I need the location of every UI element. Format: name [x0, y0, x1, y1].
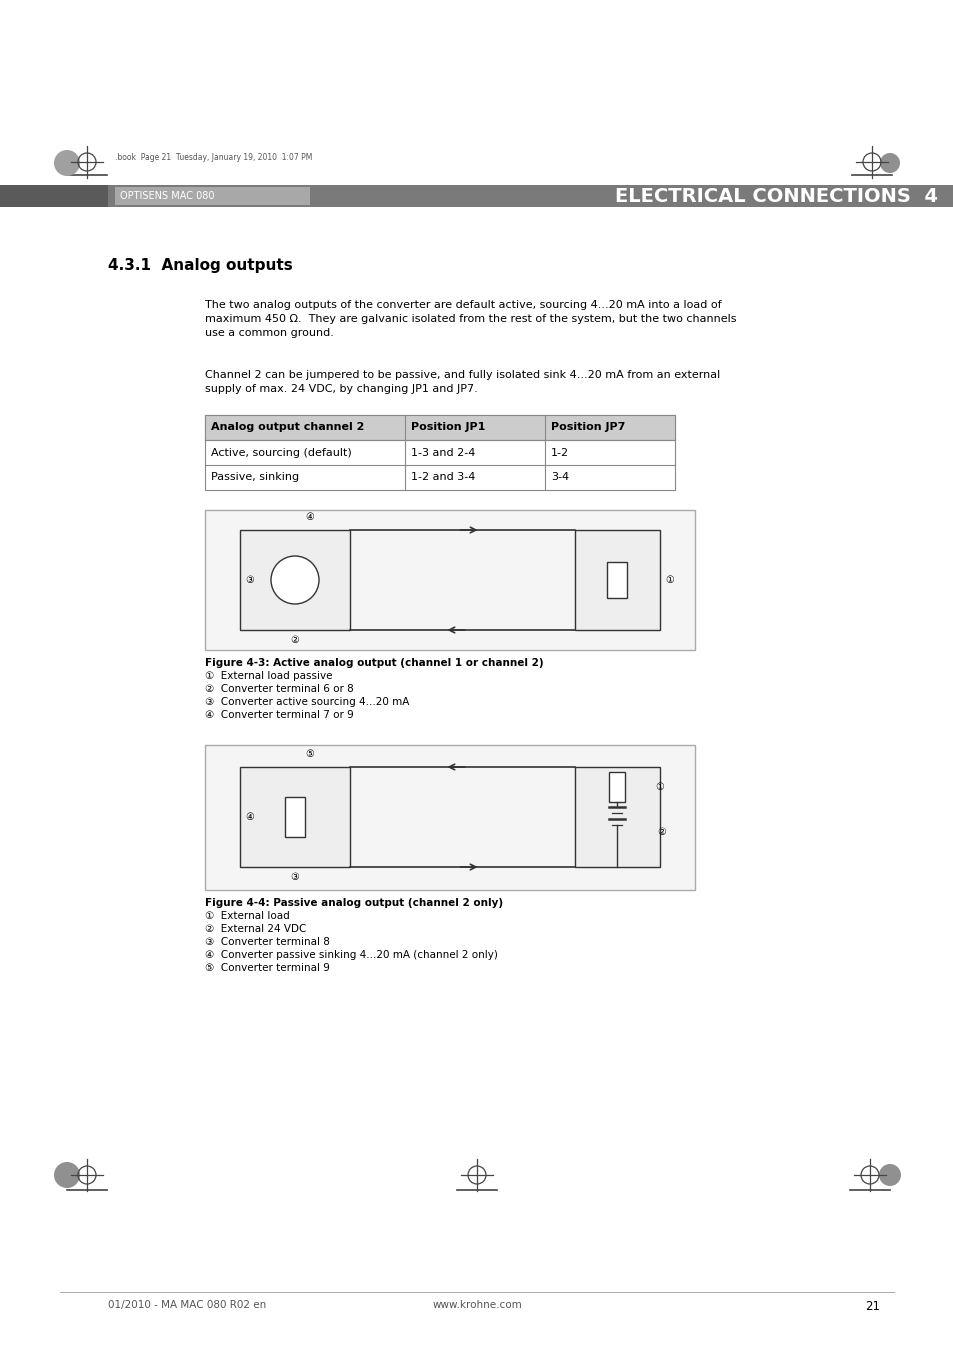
Text: ②: ② [657, 828, 665, 837]
Text: Figure 4-4: Passive analog output (channel 2 only): Figure 4-4: Passive analog output (chann… [205, 898, 502, 909]
Text: ④: ④ [245, 811, 253, 822]
Text: ELECTRICAL CONNECTIONS  4: ELECTRICAL CONNECTIONS 4 [615, 186, 937, 205]
Circle shape [54, 150, 80, 176]
Circle shape [879, 153, 899, 173]
Text: www.krohne.com: www.krohne.com [432, 1300, 521, 1310]
Circle shape [271, 556, 318, 603]
Text: ③  Converter active sourcing 4...20 mA: ③ Converter active sourcing 4...20 mA [205, 697, 409, 707]
Text: ①  External load passive: ① External load passive [205, 671, 333, 680]
Text: ②  External 24 VDC: ② External 24 VDC [205, 923, 306, 934]
Text: 1-2: 1-2 [551, 447, 569, 458]
Text: Channel 2 can be jumpered to be passive, and fully isolated sink 4...20 mA from : Channel 2 can be jumpered to be passive,… [205, 370, 720, 379]
Text: Figure 4-3: Active analog output (channel 1 or channel 2): Figure 4-3: Active analog output (channe… [205, 657, 543, 668]
Text: supply of max. 24 VDC, by changing JP1 and JP7.: supply of max. 24 VDC, by changing JP1 a… [205, 383, 477, 394]
Text: ④  Converter terminal 7 or 9: ④ Converter terminal 7 or 9 [205, 710, 354, 720]
Text: 21: 21 [864, 1300, 879, 1314]
Text: ④: ④ [305, 512, 314, 522]
Bar [575, 767, 659, 867]
Circle shape [54, 1162, 80, 1188]
Text: 4.3.1  Analog outputs: 4.3.1 Analog outputs [108, 258, 293, 273]
Text: OPTISENS MAC 080: OPTISENS MAC 080 [120, 190, 214, 201]
Text: ①: ① [664, 575, 673, 585]
Bar [108, 185, 953, 207]
Text: Position JP1: Position JP1 [411, 423, 485, 432]
Text: 01/2010 - MA MAC 080 R02 en: 01/2010 - MA MAC 080 R02 en [108, 1300, 266, 1310]
Bar [285, 796, 305, 837]
Bar [205, 745, 695, 890]
Bar [115, 188, 310, 205]
Bar [205, 414, 675, 440]
Text: Passive, sinking: Passive, sinking [211, 472, 299, 482]
Text: maximum 450 Ω.  They are galvanic isolated from the rest of the system, but the : maximum 450 Ω. They are galvanic isolate… [205, 315, 736, 324]
Text: ④  Converter passive sinking 4...20 mA (channel 2 only): ④ Converter passive sinking 4...20 mA (c… [205, 950, 497, 960]
Text: ③  Converter terminal 8: ③ Converter terminal 8 [205, 937, 330, 946]
Text: Active, sourcing (default): Active, sourcing (default) [211, 447, 352, 458]
Text: Analog output channel 2: Analog output channel 2 [211, 423, 364, 432]
Text: ⑤  Converter terminal 9: ⑤ Converter terminal 9 [205, 963, 330, 973]
Text: 1-2 and 3-4: 1-2 and 3-4 [411, 472, 475, 482]
Text: The two analog outputs of the converter are default active, sourcing 4...20 mA i: The two analog outputs of the converter … [205, 300, 720, 310]
Bar [205, 510, 695, 649]
Text: Position JP7: Position JP7 [551, 423, 625, 432]
Text: ⑤: ⑤ [305, 749, 314, 759]
Circle shape [878, 1164, 900, 1187]
Bar [0, 185, 108, 207]
Text: 3-4: 3-4 [551, 472, 569, 482]
Text: ③: ③ [245, 575, 253, 585]
Text: ①: ① [655, 782, 663, 792]
Text: use a common ground.: use a common ground. [205, 328, 334, 338]
Text: ③: ③ [290, 872, 298, 882]
Text: ②  Converter terminal 6 or 8: ② Converter terminal 6 or 8 [205, 684, 354, 694]
Bar [575, 531, 659, 630]
Bar [607, 562, 627, 598]
Text: ①  External load: ① External load [205, 911, 290, 921]
Bar [240, 767, 350, 867]
Bar [240, 531, 350, 630]
Bar [609, 772, 625, 802]
Text: .book  Page 21  Tuesday, January 19, 2010  1:07 PM: .book Page 21 Tuesday, January 19, 2010 … [115, 153, 312, 162]
Bar [205, 414, 675, 490]
Text: ②: ② [290, 634, 298, 645]
Text: 1-3 and 2-4: 1-3 and 2-4 [411, 447, 475, 458]
